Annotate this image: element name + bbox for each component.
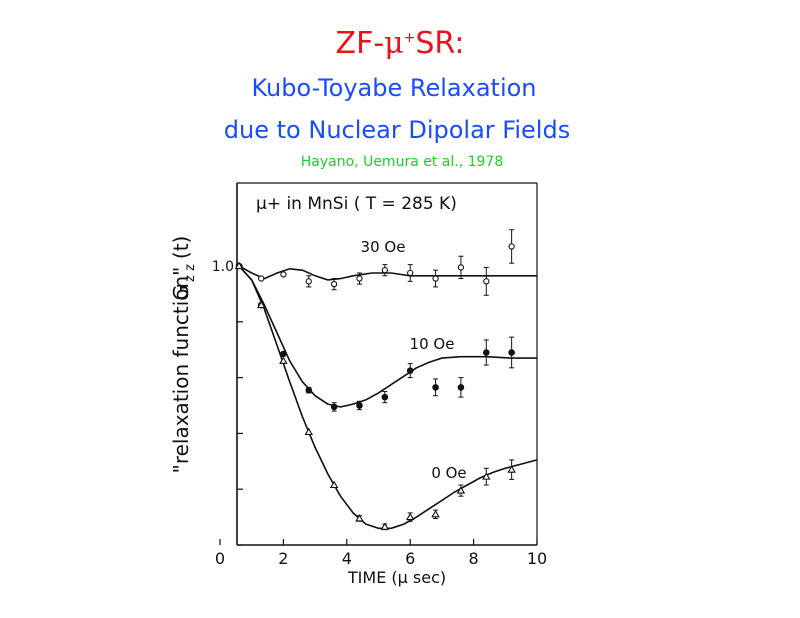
data-point [330, 280, 338, 288]
data-point [305, 386, 313, 394]
data-point [457, 264, 465, 271]
data-point [304, 427, 314, 436]
data-point [280, 271, 287, 278]
data-point [508, 243, 515, 250]
title-suffix: SR: [415, 26, 465, 61]
subtitle-line-2: due to Nuclear Dipolar Fields [223, 116, 571, 144]
data-point [507, 465, 516, 473]
citation: Hayano, Uemura et al., 1978 [300, 154, 504, 170]
y-axis-label: "relaxation function" [169, 267, 193, 474]
subtitle-line-1: Kubo-Toyabe Relaxation [251, 74, 537, 102]
data-point [258, 275, 265, 282]
x-axis-label: TIME (μ sec) [347, 568, 446, 587]
x-tick-label: 10 [527, 549, 547, 568]
y-axis-symbol-group: Gz z(t) [169, 236, 198, 301]
data-point [456, 486, 466, 494]
data-point [330, 403, 338, 411]
data-point [407, 269, 414, 277]
data-point [356, 402, 363, 409]
y-axis-symbol: Gz z(t) [169, 236, 198, 301]
slide-title: ZF-μ+SR: [0, 26, 800, 61]
data-point [405, 512, 415, 521]
x-tick-label: 0 [215, 549, 225, 568]
data-point [508, 349, 515, 356]
series-label: 0 Oe [431, 464, 466, 482]
data-point [482, 472, 491, 480]
data-point [305, 278, 312, 285]
x-tick-label: 4 [342, 549, 352, 568]
data-point [431, 509, 440, 518]
chart-title: μ+ in MnSi ( T = 285 K) [256, 194, 457, 214]
x-tick-label: 8 [469, 549, 479, 568]
data-point [355, 514, 364, 522]
data-point [381, 267, 388, 274]
data-point [380, 522, 390, 530]
data-point [234, 261, 244, 270]
data-point [432, 275, 439, 282]
x-tick-label: 6 [405, 549, 415, 568]
y-axis-label-group: "relaxation function" [169, 267, 193, 474]
data-point [482, 349, 490, 356]
series-label: 30 Oe [361, 238, 406, 256]
data-point [329, 480, 339, 489]
y-tick-label: 1.0 [212, 259, 234, 275]
data-point [483, 278, 490, 285]
x-tick-label: 2 [278, 549, 288, 568]
data-point [406, 367, 414, 374]
data-point [279, 356, 288, 364]
data-point [381, 393, 389, 401]
data-point [457, 384, 465, 391]
fit-curve [238, 265, 537, 281]
title-prefix: ZF- [335, 26, 385, 61]
fit-curve [238, 265, 537, 408]
series-label: 10 Oe [410, 335, 455, 353]
title-mu: μ [384, 26, 404, 61]
data-point [256, 300, 266, 309]
data-point [356, 275, 363, 282]
data-point [432, 384, 439, 391]
title-sup: + [403, 30, 416, 46]
